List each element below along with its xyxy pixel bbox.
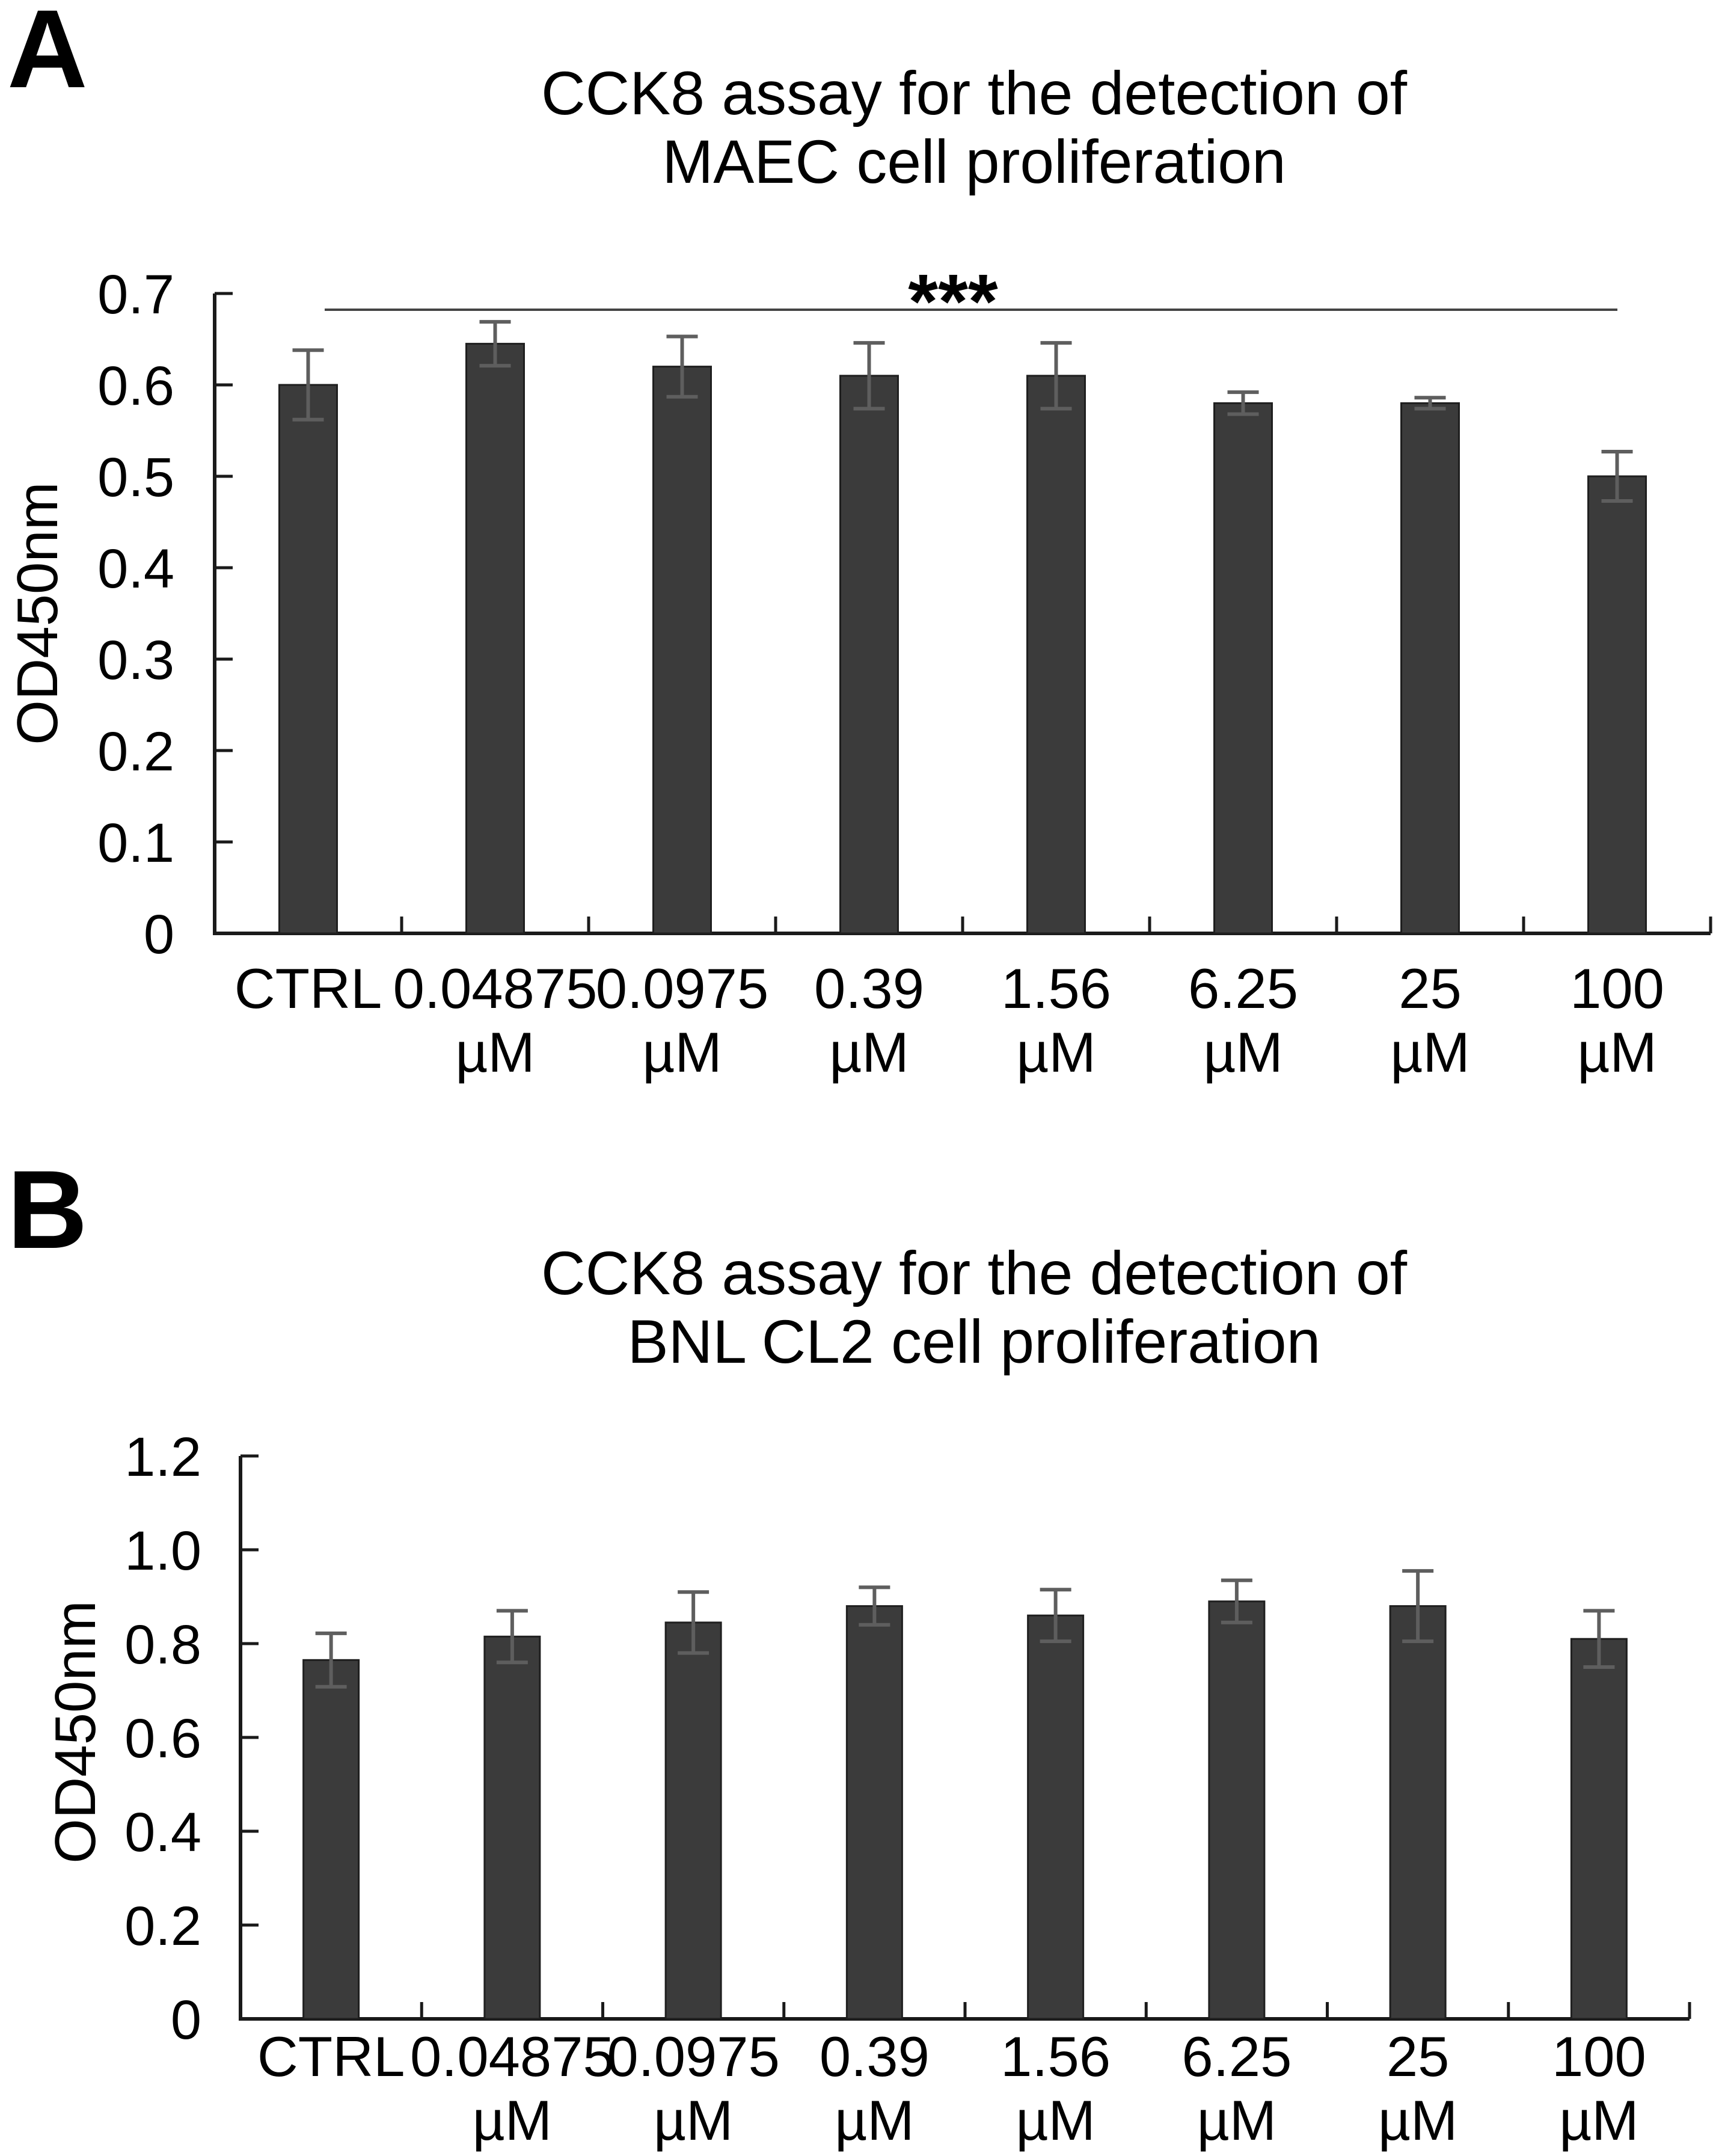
panel-a-ytick-label-4: 0.4 — [97, 538, 174, 600]
panel-b-bar-4 — [1027, 1614, 1085, 2020]
panel-b-xlabel-6: 25 — [1387, 2025, 1450, 2088]
panel-b-ytick-label-1: 0.2 — [124, 1896, 201, 1957]
panel-a-xlabel-unit-4: µM — [1016, 1021, 1096, 1084]
panel-a-xlabel-4: 1.56 — [1001, 957, 1111, 1020]
panel-a-xlabel-3: 0.39 — [814, 957, 924, 1020]
panel-b-bar-5 — [1208, 1600, 1266, 2020]
panel-b-title-line2: BNL CL2 cell proliferation — [627, 1307, 1321, 1376]
panel-a-significance-stars: *** — [908, 259, 998, 345]
panel-b-bar-3 — [845, 1605, 903, 2020]
panel-a-y-axis-title: OD450nm — [5, 482, 70, 745]
panel-a-title-line2: MAEC cell proliferation — [662, 127, 1286, 196]
panel-a-xlabel-2: 0.0975 — [596, 957, 769, 1020]
panel-a-chart: 0 0.1 0.2 0.3 0.4 0.5 0.6 0.7 OD450nm CTRL 0.04875… — [5, 259, 1712, 1084]
panel-a-ytick-label-7: 0.7 — [97, 264, 174, 325]
panel-b-xlabel-7: 100 — [1552, 2025, 1646, 2088]
panel-b-xlabel-unit-2: µM — [654, 2089, 733, 2152]
panel-a-xlabel-unit-5: µM — [1203, 1021, 1282, 1084]
panel-a-xlabel-unit-1: µM — [455, 1021, 535, 1084]
panel-b-xlabel-3: 0.39 — [820, 2025, 930, 2088]
panel-a-ytick-label-6: 0.6 — [97, 355, 174, 417]
panel-a-label: A — [7, 0, 88, 111]
panel-b-bar-6 — [1389, 1605, 1447, 2020]
panel-b-ytick-label-0: 0 — [171, 1989, 201, 2051]
panel-a-title-line1: CCK8 assay for the detection of — [541, 59, 1408, 127]
panel-b-bar-7 — [1570, 1638, 1628, 2020]
panel-a-ytick-label-3: 0.3 — [97, 630, 174, 691]
panel-a-ytick-label-5: 0.5 — [97, 447, 174, 508]
panel-b-ytick-label-2: 0.4 — [124, 1802, 201, 1863]
panel-a-xlabel-7: 100 — [1570, 957, 1664, 1020]
panel-b-title-line1: CCK8 assay for the detection of — [541, 1239, 1408, 1307]
panel-b-xlabel-unit-7: µM — [1559, 2089, 1638, 2152]
panel-b-xlabel-unit-1: µM — [473, 2089, 552, 2152]
panel-a-xlabel-unit-3: µM — [829, 1021, 909, 1084]
panel-a-title: CCK8 assay for the detection of MAEC cel… — [237, 59, 1711, 196]
panel-b-xlabel-unit-4: µM — [1016, 2089, 1095, 2152]
panel-a-xlabel-5: 6.25 — [1188, 957, 1298, 1020]
panel-b-ytick-label-5: 1.0 — [124, 1520, 201, 1582]
panel-b-y-axis-title: OD450nm — [43, 1600, 108, 1864]
panel-a-xlabel-unit-2: µM — [642, 1021, 722, 1084]
panel-b-xlabel-unit-3: µM — [835, 2089, 914, 2152]
panel-a-bar-0 — [278, 384, 338, 935]
panel-b-xlabel-1: 0.04875 — [410, 2025, 614, 2088]
panel-a-xlabel-1: 0.04875 — [393, 957, 598, 1020]
panel-b-bar-1 — [483, 1635, 541, 2020]
panel-b-bar-0 — [302, 1659, 360, 2020]
panel-a-ytick-label-0: 0 — [144, 904, 174, 965]
panel-a-bar-3 — [839, 375, 899, 935]
panel-a-bar-7 — [1587, 475, 1647, 935]
panel-a-ytick-label-2: 0.2 — [97, 721, 174, 782]
panel-a-bar-6 — [1400, 402, 1460, 935]
panel-a-bar-4 — [1026, 375, 1086, 935]
panel-a-bar-2 — [652, 366, 712, 935]
panel-a-bar-1 — [465, 343, 525, 935]
panel-b-ytick-label-4: 0.8 — [124, 1614, 201, 1675]
panel-b-title: CCK8 assay for the detection of BNL CL2 … — [237, 1239, 1711, 1376]
panel-b-xlabel-unit-5: µM — [1197, 2089, 1276, 2152]
panel-b-xlabel-4: 1.56 — [1001, 2025, 1111, 2088]
panel-b-xlabel-0: CTRL — [257, 2025, 405, 2088]
panel-a-xlabel-6: 25 — [1399, 957, 1462, 1020]
panel-a-xlabel-unit-6: µM — [1390, 1021, 1469, 1084]
panel-b-bar-2 — [664, 1621, 722, 2020]
panel-b-ytick-label-6: 1.2 — [124, 1427, 201, 1488]
panel-a-bar-5 — [1213, 402, 1273, 935]
panel-a-ytick-label-1: 0.1 — [97, 812, 174, 874]
panel-b-xlabel-5: 6.25 — [1181, 2025, 1292, 2088]
panel-a-xlabel-unit-7: µM — [1577, 1021, 1656, 1084]
panel-b-xlabel-unit-6: µM — [1378, 2089, 1457, 2152]
panel-a-xlabel-0: CTRL — [234, 957, 382, 1020]
panel-b-label: B — [7, 1148, 88, 1272]
panel-b-ytick-label-3: 0.6 — [124, 1708, 201, 1769]
panel-b-xlabel-2: 0.0975 — [607, 2025, 780, 2088]
